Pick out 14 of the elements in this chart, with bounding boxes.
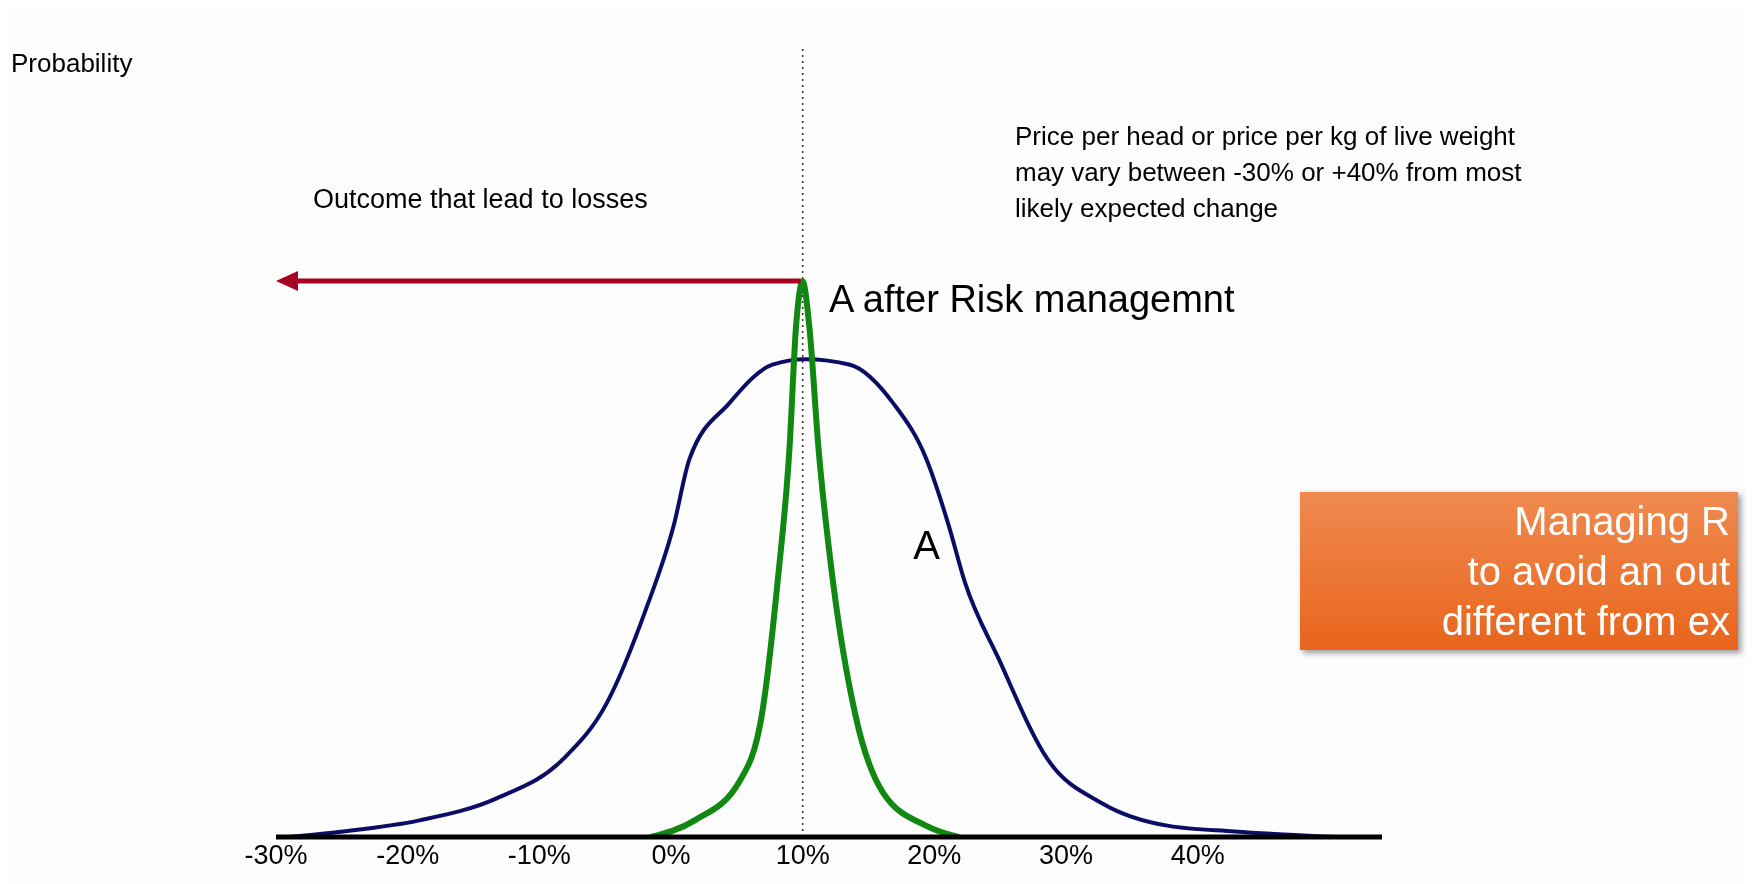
text: Outcome that lead to losses xyxy=(313,184,648,215)
text: Price per head or price per kg of live weight may vary between -30% or +40% from most likely expected change xyxy=(1015,120,1522,225)
x-tick-label: 40% xyxy=(1170,840,1225,871)
x-tick-label: -10% xyxy=(507,840,571,871)
text: Probability xyxy=(11,48,133,79)
x-tick-label: 20% xyxy=(907,840,962,871)
x-tick-label: -20% xyxy=(376,840,440,871)
x-tick-label: 0% xyxy=(651,840,691,871)
callout-box: Managing R to avoid an out different from ex xyxy=(1300,492,1738,650)
x-tick-label: -30% xyxy=(244,840,308,871)
series-label: A xyxy=(913,522,940,568)
x-tick-label: 30% xyxy=(1038,840,1094,871)
x-tick-label: 10% xyxy=(775,840,830,871)
series-label: A after Risk managemnt xyxy=(829,278,1235,322)
